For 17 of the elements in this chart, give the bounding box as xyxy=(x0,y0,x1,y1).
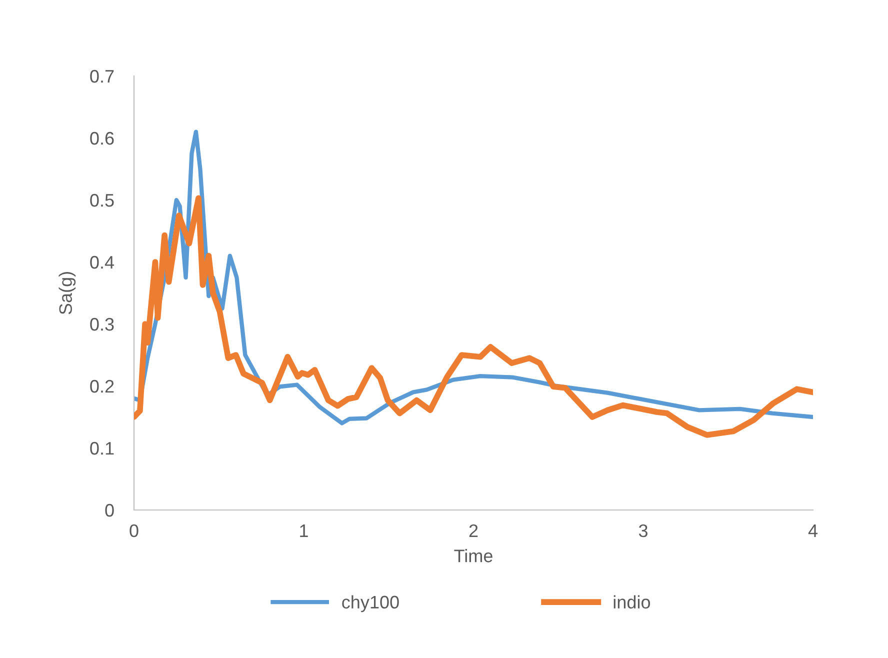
y-tick-label: 0.3 xyxy=(90,318,114,331)
x-axis-title: Time xyxy=(454,549,492,562)
x-tick-label: 4 xyxy=(808,524,818,537)
y-tick-label: 0.5 xyxy=(90,194,114,207)
y-axis-title: Sa(g) xyxy=(58,272,76,314)
y-tick-label: 0.4 xyxy=(90,256,114,269)
x-tick-label: 1 xyxy=(300,524,308,537)
x-tick-label: 2 xyxy=(469,524,478,537)
y-tick-label: 0 xyxy=(105,504,114,517)
y-tick-label: 0.7 xyxy=(90,70,114,83)
legend-label: chy100 xyxy=(342,595,399,612)
x-tick-label: 0 xyxy=(130,524,138,538)
legend-label: indio xyxy=(614,595,650,609)
y-tick-label: 0.2 xyxy=(90,380,114,393)
y-tick-label: 0.6 xyxy=(90,132,114,145)
x-tick-label: 3 xyxy=(638,524,648,538)
y-tick-label: 0.1 xyxy=(90,442,114,455)
